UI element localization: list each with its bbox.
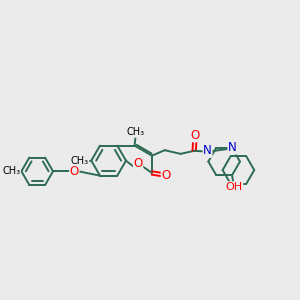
Text: OH: OH [226,182,243,192]
Text: CH₃: CH₃ [71,156,89,166]
Text: O: O [190,129,200,142]
Text: N: N [228,141,237,154]
Text: CH₃: CH₃ [127,127,145,137]
Text: O: O [161,169,171,182]
Text: O: O [134,157,143,170]
Text: O: O [70,165,79,178]
Text: CH₃: CH₃ [2,166,20,176]
Text: N: N [203,144,212,157]
